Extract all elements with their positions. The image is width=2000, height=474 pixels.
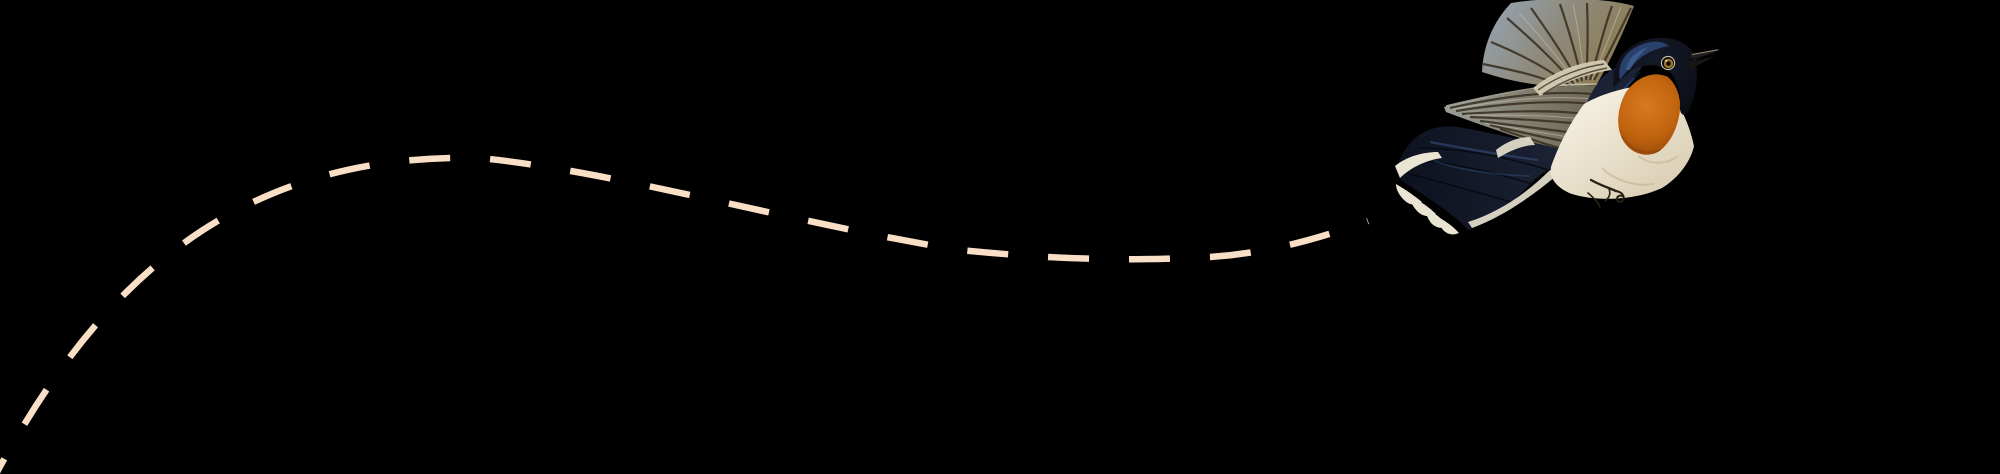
tail-feathers: [1397, 126, 1588, 230]
eye-ring: [1660, 55, 1676, 71]
swallow-bird-illustration: [1395, 0, 1721, 235]
flight-path-dashed-trail: [0, 154, 1370, 474]
crown-blue-sheen: [1619, 41, 1669, 80]
throat-patch: [1618, 74, 1681, 155]
eye-sparkle: [1665, 59, 1668, 62]
scapular-stripes: [1537, 63, 1608, 95]
belly-shading-lines: [1601, 155, 1679, 186]
far-wing-leading-edge: [1445, 83, 1609, 107]
crown-highlight: [1626, 47, 1648, 70]
eye: [1660, 55, 1676, 71]
tail-white-tips: [1395, 137, 1556, 235]
tail-blue-sheen: [1429, 140, 1539, 177]
throat-rim-shadow: [1621, 135, 1661, 154]
eye-pupil: [1666, 61, 1671, 66]
beak-gape-line: [1688, 52, 1717, 61]
beak-ridge-highlight: [1691, 49, 1719, 55]
foot-claw: [1587, 178, 1625, 208]
beak-lower: [1688, 56, 1715, 69]
far-wing-feather-stripes: [1449, 91, 1603, 156]
